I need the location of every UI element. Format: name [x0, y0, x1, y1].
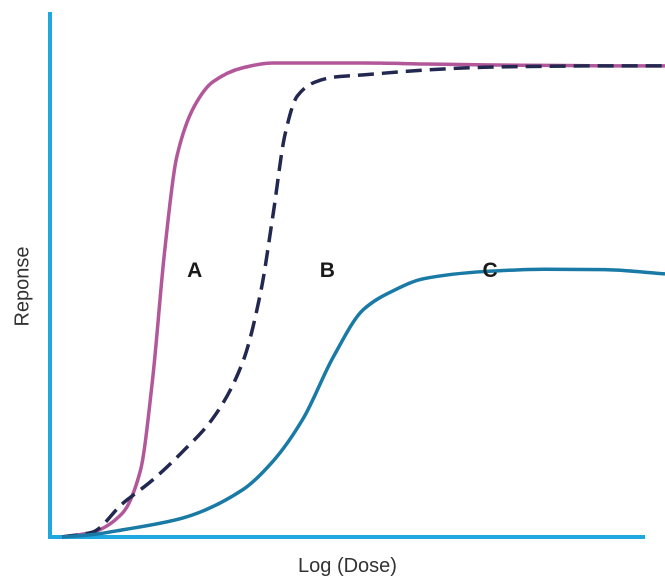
y-axis-title: Reponse [11, 246, 34, 327]
series-line-c [61, 267, 665, 539]
annotation-layer: A B C [187, 259, 498, 282]
series-line-a [61, 61, 665, 539]
series-line-b [61, 64, 665, 539]
curve-label-b: B [320, 259, 335, 282]
series-layer [61, 61, 665, 539]
curve-label-c: C [483, 259, 498, 282]
x-axis-title: Log (Dose) [298, 555, 397, 577]
curve-label-a: A [187, 259, 202, 282]
